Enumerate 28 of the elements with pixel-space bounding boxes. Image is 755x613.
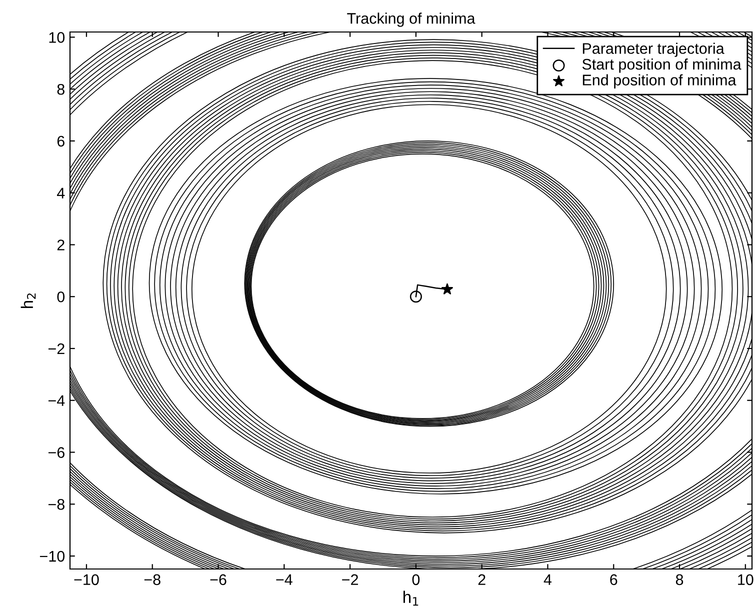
y-tick-label: 6 — [57, 136, 64, 147]
y-axis-title: h$_{2}$ — [20, 293, 36, 308]
y-tick-label: 0 — [57, 291, 65, 302]
y-tick-label: 10 — [49, 32, 65, 43]
x-tick-label: 0 — [412, 574, 420, 586]
x-tick-label: 4 — [544, 574, 552, 585]
x-tick-label: 10 — [738, 574, 754, 586]
y-tick-label: −6 — [48, 447, 64, 458]
x-tick-label: −2 — [342, 574, 358, 585]
x-tick-label: −8 — [144, 574, 160, 586]
x-tick-label: 8 — [676, 574, 684, 586]
x-tick-label: 2 — [478, 574, 486, 585]
x-axis-title: h$_{1}$ — [403, 590, 418, 606]
legend-label: End position of minima — [582, 74, 736, 88]
x-tick-label: 6 — [610, 574, 618, 586]
y-tick-label: 8 — [57, 84, 64, 95]
y-tick-label: −8 — [48, 499, 64, 510]
x-tick-label: −10 — [74, 574, 99, 586]
legend-label: Start position of minima — [582, 58, 742, 73]
x-tick-label: −6 — [210, 574, 226, 586]
y-tick-label: 4 — [56, 188, 65, 198]
y-tick-label: 2 — [57, 240, 64, 250]
x-tick-label: −4 — [276, 574, 292, 585]
y-tick-label: −4 — [48, 395, 65, 406]
chart-title: Tracking of minima — [347, 12, 476, 27]
legend-label: Parameter trajectoria — [582, 42, 724, 57]
y-tick-label: −2 — [48, 343, 64, 354]
y-tick-label: −10 — [40, 550, 65, 562]
